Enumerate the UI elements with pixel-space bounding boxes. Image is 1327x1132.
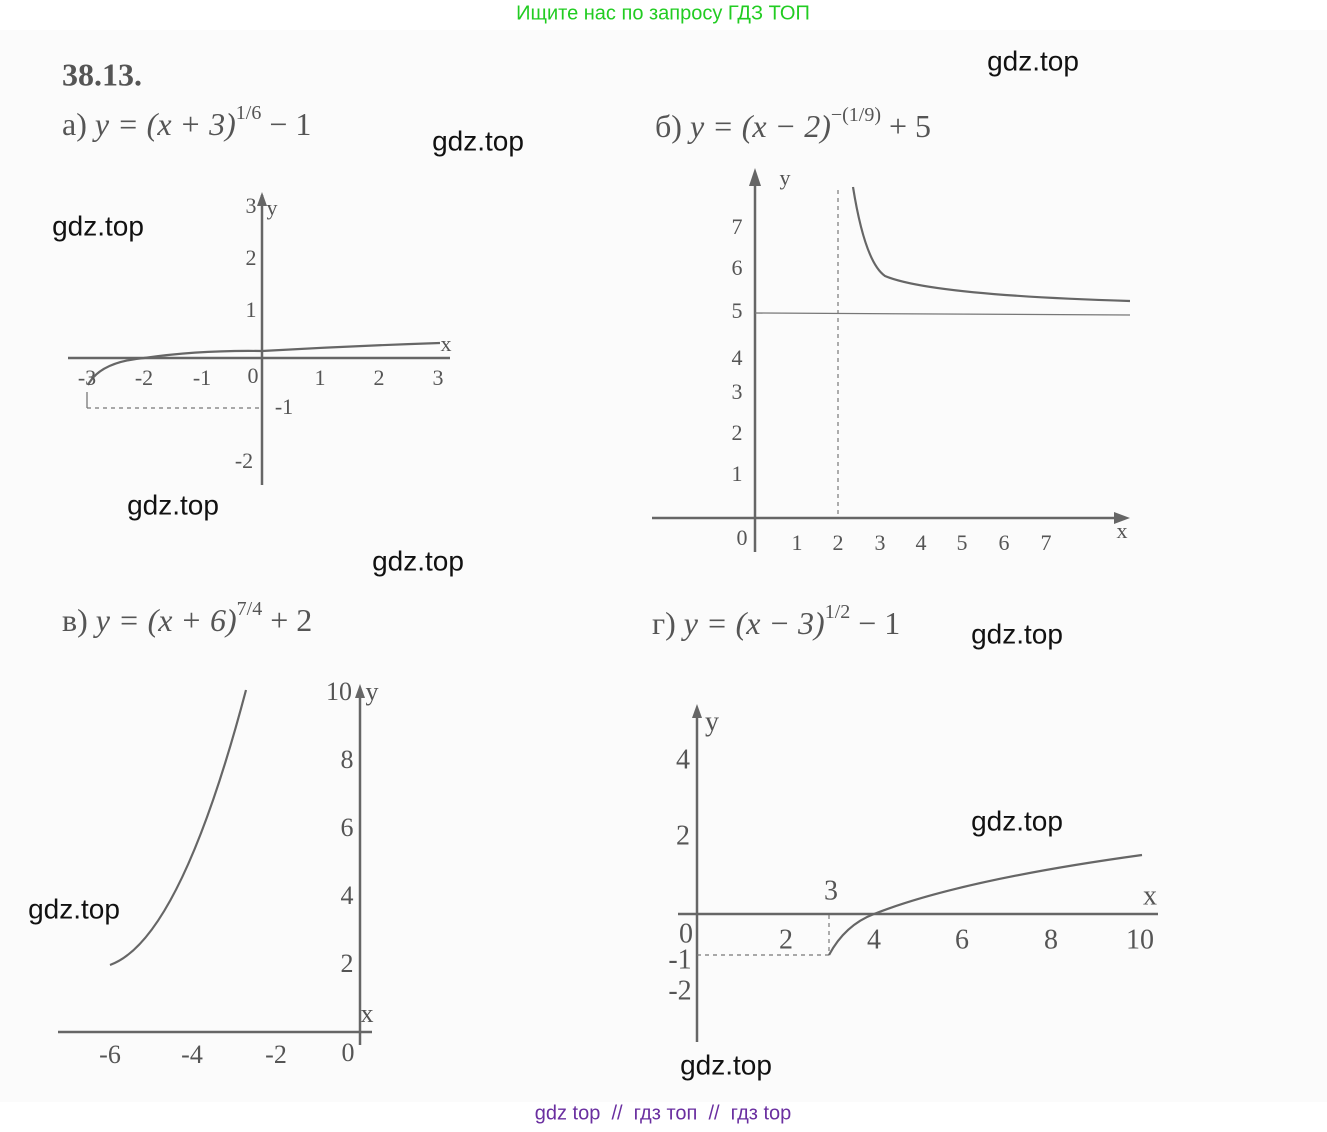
x-tick-label: -2: [265, 1040, 287, 1069]
x-tick-label: 3: [875, 530, 886, 555]
y-tick-label: 10: [326, 677, 352, 706]
y-tick-label: 1: [732, 461, 743, 486]
watermark: gdz.top: [432, 125, 524, 156]
x-axis-label: x: [361, 999, 374, 1028]
x-tick-label: 2: [779, 924, 793, 955]
x-tick-label: 6: [955, 924, 969, 955]
watermark: gdz.top: [127, 489, 219, 520]
x-axis-label: x: [1143, 880, 1157, 911]
graph-d: [678, 704, 1158, 1042]
x-tick-label: -2: [135, 365, 153, 390]
y-tick-label: 6: [732, 255, 743, 280]
x-tick-label: -6: [99, 1040, 121, 1069]
y-tick-label: 3: [246, 193, 257, 218]
formula-base: y = (x + 3): [92, 106, 236, 142]
x-tick-label: 4: [916, 530, 927, 555]
y-tick-label: 2: [246, 245, 257, 270]
formula-exponent: 1/2: [825, 601, 851, 623]
watermark: gdz.top: [52, 210, 144, 241]
formula-exponent: −(1/9): [831, 104, 881, 126]
formula-tail: + 2: [262, 602, 312, 638]
watermark: gdz.top: [971, 618, 1063, 649]
y-axis-label: y: [705, 706, 719, 737]
formula: в) y = (x + 6)7/4 + 2: [62, 598, 312, 639]
watermark: gdz.top: [971, 805, 1063, 836]
formula-exponent: 1/6: [236, 102, 262, 124]
y-tick-label: 2: [341, 949, 354, 978]
y-tick-label: -1: [275, 394, 293, 419]
x-tick-label: 6: [999, 530, 1010, 555]
x-tick-label: -4: [181, 1040, 203, 1069]
x-tick-label: 7: [1041, 530, 1052, 555]
y-tick-label: 6: [341, 813, 354, 842]
y-tick-label: 7: [732, 214, 743, 239]
x-tick-label: 10: [1126, 924, 1154, 955]
x-tick-label: 0: [679, 918, 693, 949]
x-axis-label: x: [1117, 518, 1128, 543]
scan: [0, 30, 1327, 1102]
y-tick-label: 1: [246, 297, 257, 322]
y-tick-label: 4: [732, 345, 743, 370]
x-tick-label: 0: [737, 525, 748, 550]
x-axis-label: x: [441, 331, 452, 356]
problem-number: 38.13.: [62, 56, 142, 92]
formula-tail: − 1: [850, 605, 900, 641]
watermark: gdz.top: [680, 1049, 772, 1080]
y-tick-label: 4: [676, 744, 690, 775]
x-tick-label: 0: [248, 363, 259, 388]
y-tick-label: 2: [732, 420, 743, 445]
x-tick-label: 1: [792, 530, 803, 555]
header: Ищите нас по запросу ГДЗ ТОП: [516, 2, 810, 24]
formula-tail: − 1: [261, 106, 311, 142]
y-axis-label: y: [780, 165, 791, 190]
graph-c: [58, 684, 372, 1045]
y-tick-label: 2: [676, 820, 690, 851]
y-tick-label: 4: [341, 881, 354, 910]
x-tick-label: 5: [957, 530, 968, 555]
graph-b: [652, 168, 1131, 552]
x-tick-label: 2: [374, 365, 385, 390]
formula-tail: + 5: [881, 108, 931, 144]
y-tick-label: 8: [341, 745, 354, 774]
formula-exponent: 7/4: [237, 598, 263, 620]
y-axis-label: y: [267, 195, 278, 220]
watermark: gdz.top: [28, 893, 120, 924]
formula: г) y = (x − 3)1/2 − 1: [652, 601, 900, 642]
y-tick-label: 5: [732, 298, 743, 323]
formula: б) y = (x − 2)−(1/9) + 5: [655, 104, 931, 145]
y-axis-label: y: [366, 677, 379, 706]
part-label: б): [655, 108, 682, 144]
y-tick-label: -2: [668, 975, 691, 1006]
formula-base: y = (x + 6): [93, 602, 237, 638]
x-tick-label: 3: [433, 365, 444, 390]
watermark: gdz.top: [987, 45, 1079, 76]
x-tick-label: 0: [342, 1038, 355, 1067]
part-label: г): [652, 605, 676, 641]
formula-base: y = (x − 2): [687, 108, 831, 144]
x-tick-label: -3: [78, 365, 96, 390]
x-tick-label: 1: [315, 365, 326, 390]
x-tick-label: 8: [1044, 924, 1058, 955]
y-tick-label: -1: [668, 944, 691, 975]
x-tick-label: -1: [193, 365, 211, 390]
y-tick-label: 3: [732, 379, 743, 404]
x-tick-label: 2: [833, 530, 844, 555]
y-tick-label: -2: [235, 448, 253, 473]
formula: а) y = (x + 3)1/6 − 1: [62, 102, 311, 143]
graph-a: [68, 192, 450, 485]
part-label: в): [62, 602, 88, 638]
x-tick-label: 3: [824, 875, 838, 906]
x-tick-label: 4: [867, 924, 881, 955]
formula-base: y = (x − 3): [681, 605, 825, 641]
footer: gdz top // гдз топ // гдз top: [535, 1102, 792, 1124]
part-label: а): [62, 106, 87, 142]
watermark: gdz.top: [372, 545, 464, 576]
